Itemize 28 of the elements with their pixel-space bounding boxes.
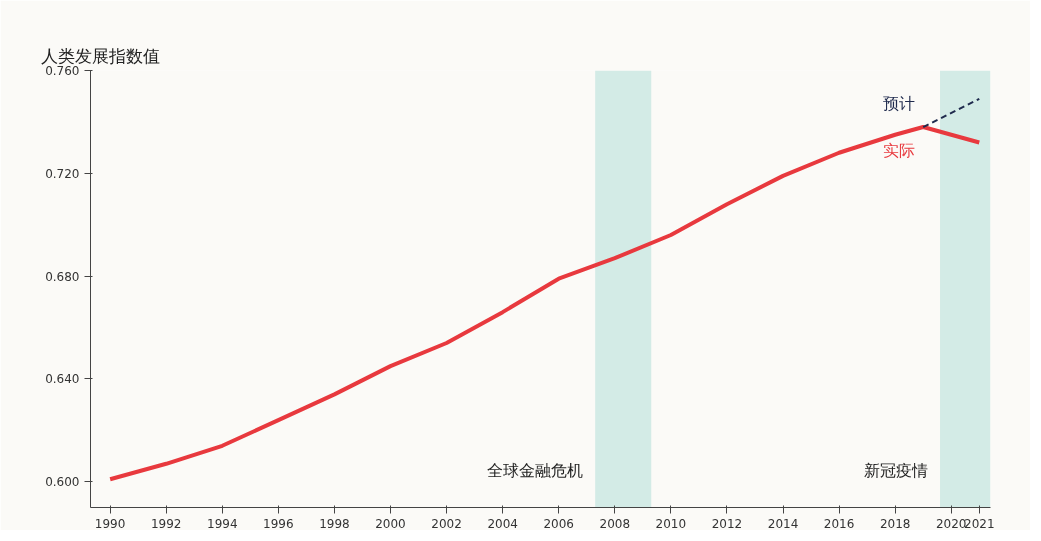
x-tick-label: 2021 <box>964 516 995 531</box>
band-label: 新冠疫情 <box>864 460 929 480</box>
x-tick-label: 1990 <box>94 516 126 531</box>
x-tick-label: 2000 <box>375 516 406 531</box>
y-axis-title: 人类发展指数值 <box>40 45 160 66</box>
x-tick-label: 2016 <box>823 516 855 531</box>
series-label: 实际 <box>883 141 916 161</box>
y-tick-label: 0.600 <box>45 475 80 490</box>
line-series <box>108 125 982 482</box>
series-label: 预计 <box>883 94 916 114</box>
x-tick-label: 2018 <box>879 516 911 531</box>
y-tick-label: 0.720 <box>45 166 80 181</box>
x-tick-label: 2014 <box>767 516 799 531</box>
x-tick-label: 2020 <box>935 516 967 531</box>
x-tick-label: 2006 <box>543 516 574 531</box>
x-tick-label: 1998 <box>319 516 350 531</box>
y-tick-label: 0.640 <box>45 372 80 387</box>
y-tick-label: 0.760 <box>45 64 80 78</box>
x-tick-label: 2012 <box>711 516 743 531</box>
x-tick-label: 2010 <box>655 516 687 531</box>
x-tick-label: 2002 <box>431 516 462 531</box>
y-tick-label: 0.680 <box>45 269 80 284</box>
x-tick-label: 1994 <box>207 516 238 531</box>
band-label: 全球金融危机 <box>487 460 584 480</box>
x-tick-label: 2004 <box>487 516 518 531</box>
x-tick-label: 1996 <box>263 516 294 531</box>
x-tick-label: 2008 <box>599 516 631 531</box>
x-tick-label: 1992 <box>150 516 182 531</box>
